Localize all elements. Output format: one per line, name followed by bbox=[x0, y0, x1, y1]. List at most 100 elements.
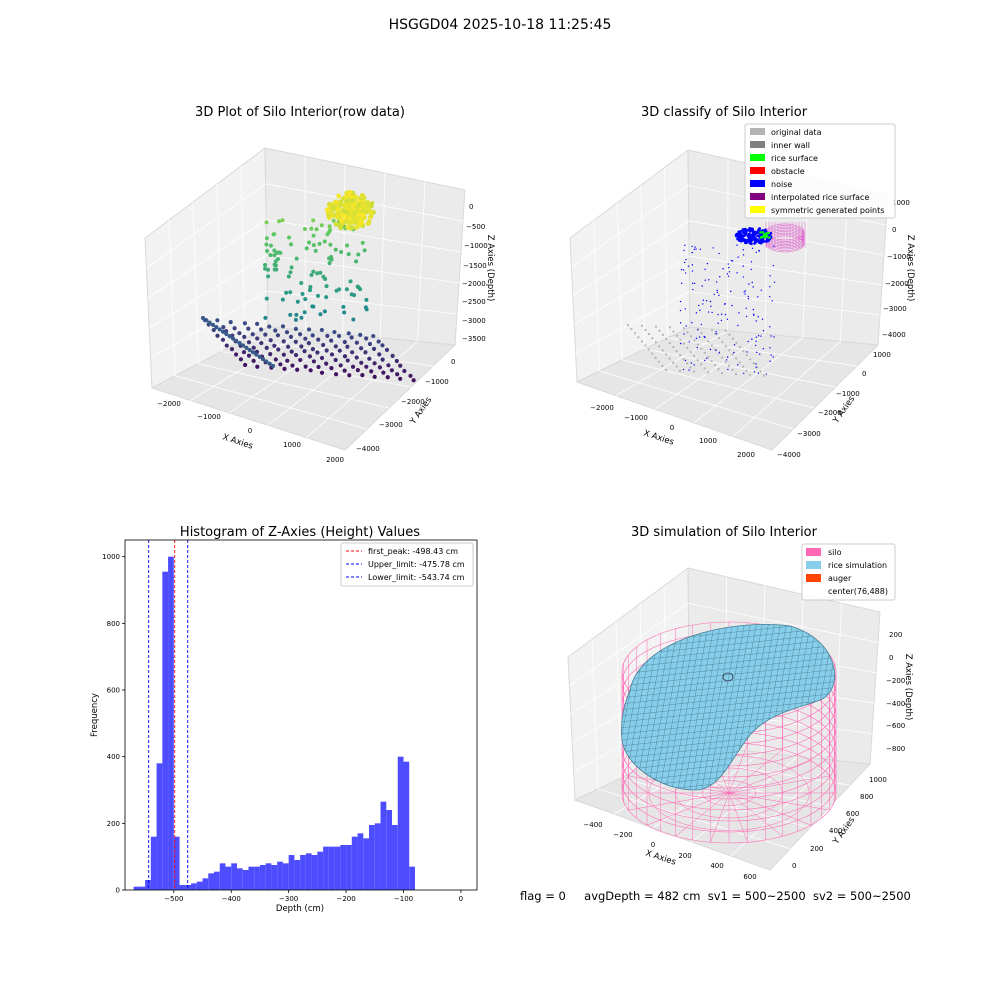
legend-label: original data bbox=[771, 128, 822, 137]
scatter-point bbox=[321, 342, 326, 348]
grid-line bbox=[575, 291, 690, 354]
raw-x-tick: 2000 bbox=[326, 456, 344, 464]
scatter-point bbox=[658, 345, 661, 348]
scatter-point bbox=[254, 352, 259, 357]
scatter-point bbox=[333, 372, 339, 377]
scatter-point bbox=[690, 362, 692, 364]
scatter-point bbox=[661, 349, 664, 352]
subplot-histogram: Histogram of Z-Axies (Height) Values −50… bbox=[90, 525, 478, 914]
scatter-point bbox=[683, 333, 685, 335]
raw-plot-title: 3D Plot of Silo Interior(row data) bbox=[195, 105, 405, 120]
scatter-point bbox=[356, 252, 361, 257]
scatter-point bbox=[750, 268, 752, 271]
scatter-point bbox=[333, 344, 338, 349]
scatter-point bbox=[675, 334, 679, 337]
sim-legend: silo rice simulation auger center(76,488) bbox=[801, 543, 896, 601]
scatter-point bbox=[724, 303, 726, 305]
scatter-point bbox=[630, 327, 633, 331]
scatter-point bbox=[691, 264, 694, 266]
scatter-point bbox=[705, 299, 708, 302]
scatter-point bbox=[682, 368, 685, 371]
scatter-point bbox=[744, 238, 748, 242]
scatter-point bbox=[679, 354, 682, 357]
sim-z-tick: −600 bbox=[886, 722, 905, 730]
scatter-point bbox=[698, 304, 700, 307]
scatter-point bbox=[742, 349, 745, 353]
scatter-point bbox=[241, 350, 247, 355]
scatter-point bbox=[736, 272, 738, 274]
scatter-point bbox=[323, 277, 328, 282]
figure-suptitle: HSGGD04 2025-10-18 11:25:45 bbox=[388, 17, 612, 33]
hist-bar bbox=[397, 756, 404, 890]
scatter-point bbox=[336, 333, 342, 339]
raw-z-tick: −500 bbox=[466, 223, 485, 231]
sim-z-tick: −400 bbox=[886, 700, 905, 708]
scatter-point bbox=[345, 358, 350, 363]
scatter-point bbox=[293, 326, 299, 331]
scatter-point bbox=[354, 340, 359, 345]
scatter-point bbox=[287, 235, 292, 240]
scatter-point bbox=[644, 344, 647, 347]
legend-label: rice surface bbox=[771, 154, 818, 163]
scatter-point bbox=[693, 339, 696, 342]
legend-swatch bbox=[750, 206, 765, 213]
scatter-point bbox=[769, 326, 771, 328]
grid-line bbox=[240, 165, 246, 340]
scatter-point bbox=[687, 265, 690, 267]
scatter-point bbox=[682, 327, 686, 330]
scatter-point bbox=[355, 284, 360, 289]
scatter-point bbox=[768, 236, 771, 239]
scatter-point bbox=[682, 358, 685, 361]
hist-bar bbox=[219, 863, 226, 890]
scatter-point bbox=[702, 299, 705, 301]
grid-line bbox=[379, 173, 386, 338]
grid-line bbox=[266, 255, 460, 284]
mesh-line bbox=[699, 624, 736, 790]
scatter-point bbox=[273, 259, 278, 264]
mesh-line bbox=[621, 649, 835, 676]
scatter-point bbox=[769, 231, 773, 235]
scatter-point bbox=[741, 231, 745, 234]
scatter-point bbox=[751, 247, 754, 250]
grid-line bbox=[689, 255, 883, 286]
mesh-line bbox=[621, 655, 835, 682]
scatter-point bbox=[313, 248, 318, 253]
scatter-point bbox=[738, 361, 741, 364]
hist-bar bbox=[392, 825, 398, 890]
scatter-point bbox=[308, 288, 313, 293]
scatter-point bbox=[264, 345, 269, 350]
sim-y-tick: 0 bbox=[792, 862, 796, 870]
scatter-point bbox=[360, 373, 365, 378]
scatter-point bbox=[273, 357, 278, 362]
grid-line bbox=[216, 183, 222, 352]
scatter-point bbox=[695, 337, 698, 340]
grid-line bbox=[833, 603, 842, 761]
scatter-point bbox=[731, 353, 734, 356]
scatter-point bbox=[692, 288, 694, 291]
hist-bar bbox=[173, 836, 180, 890]
classify-x-ticks: −2000 −1000 0 1000 2000 bbox=[590, 404, 755, 459]
status-footer: flag = 0 avgDepth = 482 cm sv1 = 500~250… bbox=[520, 889, 911, 903]
hist-bar bbox=[294, 860, 301, 890]
scatter-point bbox=[704, 279, 706, 281]
grid-line bbox=[688, 603, 879, 643]
classify-z-axis-label: Z Axies (Depth) bbox=[905, 235, 915, 302]
scatter-point bbox=[699, 363, 703, 366]
scatter-point bbox=[280, 218, 285, 223]
scatter-point bbox=[342, 368, 347, 373]
raw-x-tick: 0 bbox=[248, 427, 252, 435]
scatter-point bbox=[334, 214, 340, 219]
hist-y-ticks: 0 200 400 600 800 1000 bbox=[102, 553, 125, 895]
scatter-point bbox=[390, 353, 395, 358]
scatter-point bbox=[710, 359, 713, 363]
scatter-point bbox=[637, 336, 640, 339]
scatter-point bbox=[689, 366, 692, 369]
hist-bar bbox=[162, 571, 169, 890]
scatter-point bbox=[344, 287, 349, 292]
scatter-point bbox=[364, 364, 369, 369]
scatter-point bbox=[748, 283, 750, 285]
classify-z-tick: −1000 bbox=[887, 253, 911, 261]
scatter-point bbox=[746, 351, 748, 353]
scatter-point bbox=[288, 334, 294, 340]
scatter-point bbox=[369, 369, 374, 374]
